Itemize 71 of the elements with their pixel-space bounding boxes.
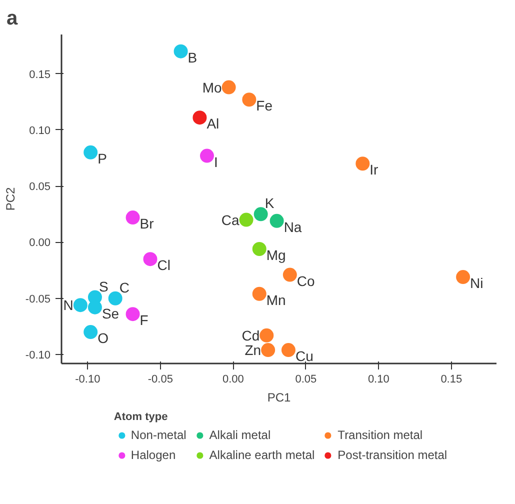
annotation: Mg [266, 246, 286, 263]
legend-label: Non-metal [130, 428, 186, 442]
legend-label: Post-transition metal [338, 448, 448, 462]
annotation: Se [102, 305, 120, 322]
x-tick-label: 0.10 [368, 374, 390, 386]
y-tick-label: -0.05 [25, 293, 51, 306]
y-tick-label: 0.10 [29, 124, 51, 137]
x-tick-label: 0.05 [295, 374, 317, 386]
point [261, 343, 276, 358]
point [84, 325, 98, 340]
annotation: Fe [256, 98, 273, 114]
point [200, 148, 214, 163]
x-tick-label: 0.00 [222, 374, 244, 386]
point [260, 328, 274, 342]
point [239, 212, 254, 227]
point [84, 145, 98, 160]
point [356, 156, 370, 171]
x-tick-label: 0.15 [440, 374, 462, 386]
annotation: Al [206, 116, 220, 132]
point [282, 268, 297, 282]
point [192, 110, 207, 125]
annotation: Ni [470, 275, 484, 292]
point [252, 286, 266, 301]
annotation: O [98, 330, 109, 346]
annotation: Na [284, 218, 302, 235]
point [143, 252, 158, 266]
annotation: K [264, 195, 275, 212]
annotation: B [188, 49, 198, 66]
chart-title: a [6, 8, 18, 30]
annotation: Mn [266, 292, 286, 308]
point [270, 214, 284, 228]
legend-label: Alkaline earth metal [209, 448, 315, 462]
point [126, 307, 140, 322]
point [456, 270, 470, 284]
annotation: Ca [221, 212, 240, 228]
y-tick-label: 0.05 [29, 181, 51, 194]
x-axis-title: PC1 [267, 390, 291, 404]
annotation: Cd [242, 327, 260, 344]
point [242, 92, 256, 107]
annotation: Co [296, 272, 316, 289]
point [73, 298, 88, 312]
annotation: P [98, 150, 107, 166]
legend-label: Halogen [130, 448, 176, 462]
y-tick-label: 0.00 [29, 237, 51, 250]
point [222, 80, 236, 94]
annotation: F [140, 312, 148, 328]
point [174, 44, 188, 58]
legend-label: Transition metal [338, 428, 423, 442]
legend-label: Alkali metal [209, 428, 271, 442]
annotation: Cu [295, 348, 314, 364]
annotation: Br [140, 216, 154, 232]
legend-title: Atom type [114, 411, 169, 423]
annotation: Cl [157, 257, 170, 274]
point [126, 210, 140, 225]
y-tick-label: -0.10 [25, 350, 51, 362]
y-tick-label: 0.15 [29, 68, 51, 81]
point [252, 242, 266, 256]
annotation: Zn [244, 342, 262, 358]
x-tick-label: -0.05 [148, 374, 173, 386]
y-axis-title: PC2 [3, 187, 18, 211]
x-tick-label: -0.10 [75, 374, 100, 386]
annotation: C [119, 279, 130, 296]
annotation: Ir [370, 162, 379, 178]
annotation: S [98, 278, 108, 294]
annotation: N [63, 297, 74, 314]
point [108, 291, 122, 306]
annotation: Mo [202, 79, 222, 96]
point [254, 207, 268, 222]
point [281, 343, 296, 358]
annotation: I [214, 154, 218, 170]
point [88, 300, 102, 314]
